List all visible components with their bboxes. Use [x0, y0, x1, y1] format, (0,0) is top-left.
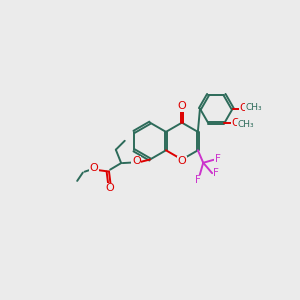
Text: O: O	[239, 103, 248, 113]
Text: O: O	[106, 183, 114, 193]
Text: F: F	[215, 154, 221, 164]
Text: O: O	[231, 118, 239, 128]
Text: CH₃: CH₃	[246, 103, 262, 112]
Text: F: F	[213, 168, 219, 178]
Text: F: F	[195, 175, 201, 185]
Text: O: O	[178, 156, 186, 166]
Text: O: O	[178, 101, 186, 111]
Text: CH₃: CH₃	[238, 119, 254, 128]
Text: O: O	[132, 156, 141, 166]
Text: O: O	[90, 164, 98, 173]
